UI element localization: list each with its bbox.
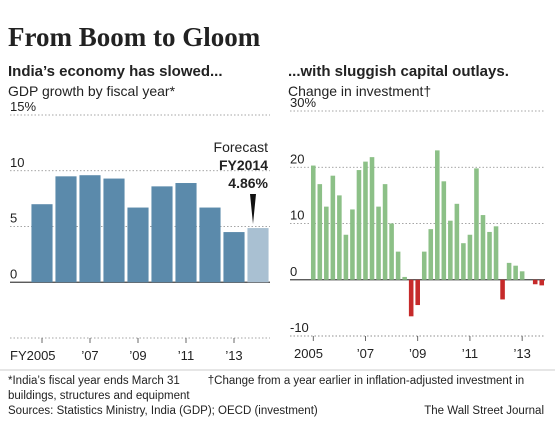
x-tick-label: ’13 xyxy=(513,346,530,361)
bar xyxy=(317,184,323,280)
source: Sources: Statistics Ministry, India (GDP… xyxy=(8,405,318,417)
bar xyxy=(382,184,388,280)
bar xyxy=(480,215,486,280)
footnotes: *India’s fiscal year ends March 31 †Chang… xyxy=(8,374,548,419)
bar xyxy=(474,168,479,280)
bar xyxy=(337,195,342,280)
bar xyxy=(448,220,453,280)
bar xyxy=(376,206,381,280)
y-tick-label: 20 xyxy=(290,151,304,166)
y-tick-label: 0 xyxy=(10,266,17,281)
note: †Change from a year earlier in inflation… xyxy=(8,375,525,402)
annotation-pointer xyxy=(250,194,256,224)
y-tick-label: 30% xyxy=(290,95,316,110)
bar xyxy=(428,229,434,280)
bar xyxy=(435,150,440,280)
bar xyxy=(175,183,197,283)
bar xyxy=(402,276,407,280)
bar xyxy=(79,175,101,283)
bar xyxy=(103,178,125,283)
bar xyxy=(467,234,473,280)
x-tick-label: ’09 xyxy=(409,346,426,361)
bar xyxy=(519,271,525,280)
bar xyxy=(369,157,375,280)
bar xyxy=(408,279,414,317)
bar xyxy=(415,279,420,306)
x-tick-label: ’07 xyxy=(357,346,374,361)
bar xyxy=(506,262,512,280)
bar xyxy=(31,204,53,283)
x-tick-label: ’07 xyxy=(81,348,98,363)
y-tick-label: -10 xyxy=(290,320,309,335)
value-label: 4.86% xyxy=(228,175,268,191)
y-tick-label: 0 xyxy=(290,264,297,279)
bar xyxy=(389,223,394,280)
y-tick-label: 15% xyxy=(10,99,36,114)
annotation: FY2014 xyxy=(219,157,268,173)
bar xyxy=(324,206,329,280)
bar xyxy=(55,176,77,283)
bar xyxy=(310,165,316,280)
x-tick-label: ’13 xyxy=(225,348,242,363)
panel-title: ...with sluggish capital outlays. xyxy=(288,63,509,80)
note: *India’s fiscal year ends March 31 xyxy=(8,375,180,387)
annotation: Forecast xyxy=(214,139,269,155)
bar xyxy=(487,231,492,280)
bar xyxy=(151,186,173,283)
bar xyxy=(513,265,518,280)
panel-title: India’s economy has slowed... xyxy=(8,63,223,80)
x-tick-label: FY2005 xyxy=(10,348,56,363)
bar xyxy=(247,228,269,283)
bar xyxy=(343,234,349,280)
x-tick-label: 2005 xyxy=(294,346,323,361)
x-tick-label: ’11 xyxy=(462,346,478,361)
title: From Boom to Gloom xyxy=(8,22,261,52)
bar xyxy=(395,251,401,280)
y-tick-label: 5 xyxy=(10,211,17,226)
y-tick-label: 10 xyxy=(10,155,24,170)
bar xyxy=(461,243,466,280)
credit: The Wall Street Journal xyxy=(424,405,544,417)
panel-subtitle: Change in investment† xyxy=(288,83,431,99)
bar xyxy=(127,207,149,283)
y-tick-label: 10 xyxy=(290,208,304,223)
bar xyxy=(454,203,460,280)
bar xyxy=(363,161,368,280)
bar xyxy=(539,279,545,286)
x-tick-label: ’11 xyxy=(178,348,194,363)
bar xyxy=(223,232,245,283)
bar xyxy=(421,251,427,280)
bar xyxy=(500,279,505,300)
bar xyxy=(330,175,336,280)
bar xyxy=(199,207,221,283)
bar xyxy=(350,209,355,280)
panel-subtitle: GDP growth by fiscal year* xyxy=(8,83,176,99)
bar xyxy=(532,279,538,285)
bar xyxy=(493,226,499,280)
bar xyxy=(356,170,362,280)
x-tick-label: ’09 xyxy=(129,348,146,363)
bar xyxy=(441,181,447,280)
